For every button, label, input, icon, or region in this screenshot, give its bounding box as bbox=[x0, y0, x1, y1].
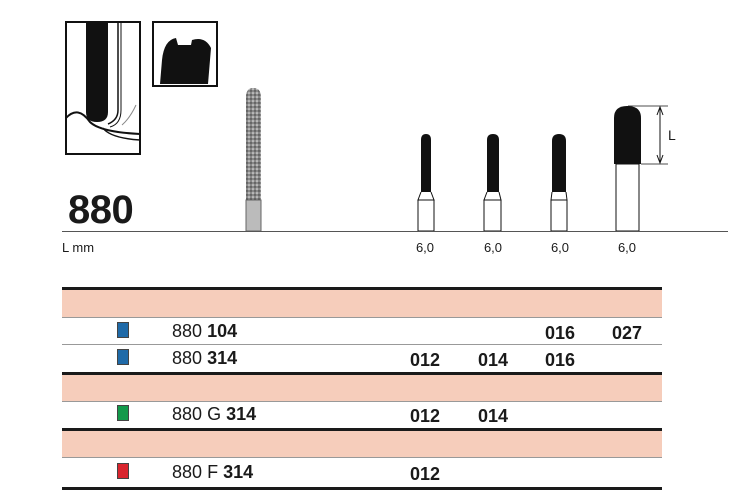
size-value: 016 bbox=[544, 350, 576, 370]
cavity-shape-icon bbox=[152, 21, 218, 87]
length-value: 6,0 bbox=[415, 240, 435, 255]
length-value: 6,0 bbox=[483, 240, 503, 255]
code-variant: G bbox=[207, 404, 222, 424]
size-value: 012 bbox=[409, 464, 441, 484]
code-prefix: 880 bbox=[172, 321, 203, 341]
diamond-bur-drawing bbox=[245, 88, 262, 232]
length-header: L mm bbox=[62, 240, 95, 255]
size-value: 012 bbox=[409, 406, 441, 426]
size-value: 014 bbox=[477, 350, 509, 370]
size-value: 012 bbox=[409, 350, 441, 370]
bur-size-016 bbox=[550, 134, 568, 232]
grit-color-swatch bbox=[117, 463, 129, 479]
article-code: 880 314 bbox=[172, 348, 237, 369]
code-prefix: 880 bbox=[172, 462, 203, 482]
product-illustrations bbox=[65, 21, 668, 232]
section-band bbox=[62, 375, 662, 401]
table-divider bbox=[62, 428, 662, 431]
bur-size-027 bbox=[614, 105, 668, 232]
length-value: 6,0 bbox=[617, 240, 637, 255]
section-band bbox=[62, 290, 662, 317]
article-code: 880 F 314 bbox=[172, 462, 253, 483]
size-value: 014 bbox=[477, 406, 509, 426]
size-value: 016 bbox=[544, 323, 576, 343]
code-variant: F bbox=[207, 462, 219, 482]
length-label: L bbox=[668, 127, 676, 143]
baseline-divider bbox=[62, 231, 728, 232]
application-icon bbox=[65, 21, 141, 155]
table-divider bbox=[62, 317, 662, 318]
table-divider bbox=[62, 401, 662, 402]
section-band bbox=[62, 431, 662, 457]
code-prefix: 880 bbox=[172, 348, 203, 368]
code-suffix: 104 bbox=[207, 321, 238, 341]
table-divider bbox=[62, 372, 662, 375]
table-divider bbox=[62, 344, 662, 345]
grit-color-swatch bbox=[117, 322, 129, 338]
length-value: 6,0 bbox=[550, 240, 570, 255]
code-prefix: 880 bbox=[172, 404, 203, 424]
size-value: 027 bbox=[611, 323, 643, 343]
bur-size-014 bbox=[483, 134, 502, 232]
product-number: 880 bbox=[68, 188, 134, 232]
article-code: 880 104 bbox=[172, 321, 237, 342]
code-suffix: 314 bbox=[226, 404, 257, 424]
table-divider bbox=[62, 287, 662, 290]
article-code: 880 G 314 bbox=[172, 404, 256, 425]
code-suffix: 314 bbox=[207, 348, 238, 368]
grit-color-swatch bbox=[117, 405, 129, 421]
bur-size-012 bbox=[417, 134, 435, 232]
table-divider bbox=[62, 457, 662, 458]
table-divider bbox=[62, 487, 662, 490]
code-suffix: 314 bbox=[223, 462, 254, 482]
grit-color-swatch bbox=[117, 349, 129, 365]
